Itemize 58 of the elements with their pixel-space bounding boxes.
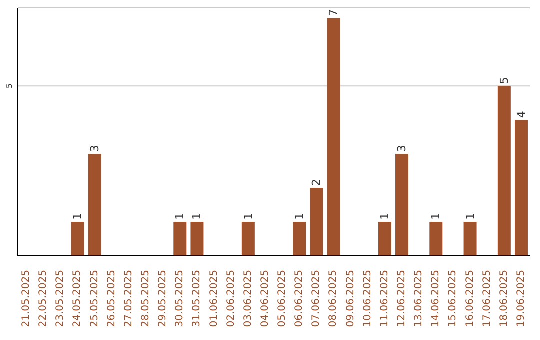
bar xyxy=(190,222,204,256)
data-label: 1 xyxy=(190,213,204,220)
x-tick-label: 08.06.2025 xyxy=(328,270,340,328)
bar xyxy=(71,222,84,256)
bar xyxy=(430,222,443,256)
data-label: 5 xyxy=(498,77,511,84)
bar xyxy=(242,222,255,256)
data-label: 2 xyxy=(310,179,324,186)
x-tick-label: 01.06.2025 xyxy=(208,270,220,328)
x-tick-label: 09.06.2025 xyxy=(345,270,356,328)
bar xyxy=(514,120,528,256)
data-label: 1 xyxy=(174,213,187,220)
x-tick-label: 07.06.2025 xyxy=(311,270,322,328)
data-label: 1 xyxy=(464,213,477,220)
bar xyxy=(464,222,477,256)
data-label: 3 xyxy=(396,145,409,152)
x-tick-label: 06.06.2025 xyxy=(294,270,306,328)
x-tick-label: 28.05.2025 xyxy=(140,270,152,328)
x-tick-label: 13.06.2025 xyxy=(414,270,425,328)
x-tick-label: 30.05.2025 xyxy=(174,270,186,328)
x-tick-label: 23.05.2025 xyxy=(55,270,66,328)
data-label: 1 xyxy=(378,213,392,220)
bar xyxy=(310,188,324,256)
bar xyxy=(498,86,511,256)
x-tick-label: 25.05.2025 xyxy=(89,270,100,328)
x-tick-label: 18.06.2025 xyxy=(498,270,510,328)
data-label: 1 xyxy=(293,213,306,220)
x-tick-label: 31.05.2025 xyxy=(192,270,203,328)
data-label: 1 xyxy=(242,213,255,220)
x-tick-label: 03.06.2025 xyxy=(242,270,254,328)
x-tick-label: 24.05.2025 xyxy=(72,270,84,328)
bar xyxy=(293,222,306,256)
x-tick-label: 27.05.2025 xyxy=(123,270,134,328)
x-tick-label: 12.06.2025 xyxy=(396,270,408,328)
bar xyxy=(327,18,340,256)
x-tick-label: 19.06.2025 xyxy=(516,270,527,328)
x-tick-label: 26.05.2025 xyxy=(106,270,118,328)
x-tick-label: 11.06.2025 xyxy=(379,270,390,328)
x-tick-label: 15.06.2025 xyxy=(448,270,459,328)
data-label: 7 xyxy=(327,9,340,16)
x-tick-label: 14.06.2025 xyxy=(430,270,442,328)
bar xyxy=(396,154,409,256)
x-tick-label: 17.06.2025 xyxy=(482,270,493,328)
x-tick-label: 04.06.2025 xyxy=(260,270,271,328)
x-tick-label: 10.06.2025 xyxy=(362,270,374,328)
data-label: 4 xyxy=(514,111,528,118)
bar xyxy=(88,154,102,256)
x-tick-label: 16.06.2025 xyxy=(464,270,476,328)
x-tick-label: 05.06.2025 xyxy=(277,270,288,328)
x-tick-label: 22.05.2025 xyxy=(38,270,50,328)
bar xyxy=(174,222,187,256)
x-tick-label: 21.05.2025 xyxy=(21,270,32,328)
data-label: 1 xyxy=(71,213,84,220)
data-label: 1 xyxy=(430,213,443,220)
x-tick-label: 29.05.2025 xyxy=(158,270,169,328)
data-label: 3 xyxy=(88,145,102,152)
bar xyxy=(378,222,392,256)
x-tick-label: 02.06.2025 xyxy=(226,270,237,328)
